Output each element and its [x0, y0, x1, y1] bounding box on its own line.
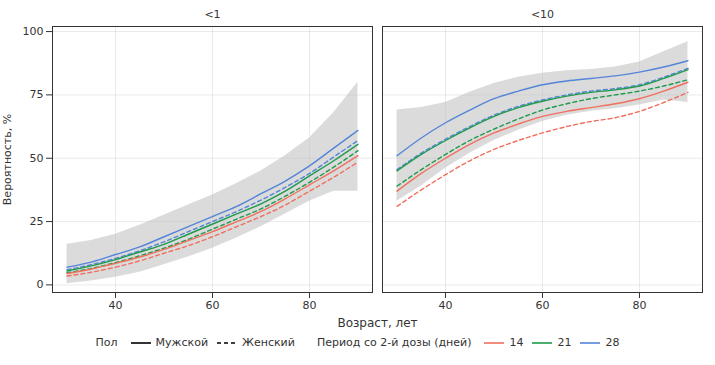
- html-text:21: 21: [557, 336, 572, 349]
- svg-text:Вероятность, %: Вероятность, %: [1, 114, 14, 205]
- html-text:Период со 2-й дозы (дней): Период со 2-й дозы (дней): [316, 336, 472, 349]
- svg-text:80: 80: [632, 299, 646, 312]
- html-text:28: 28: [605, 336, 620, 349]
- svg-text:75: 75: [30, 88, 44, 101]
- svg-text:0: 0: [37, 278, 44, 291]
- svg-text:80: 80: [302, 299, 316, 312]
- svg-text:<1: <1: [204, 8, 220, 21]
- html-text:Возраст, лет: Возраст, лет: [337, 316, 418, 330]
- svg-text:100: 100: [23, 25, 44, 38]
- svg-text:60: 60: [536, 299, 550, 312]
- html-text:Мужской: Мужской: [155, 336, 209, 349]
- svg-text:50: 50: [30, 152, 44, 165]
- svg-text:<10: <10: [531, 8, 554, 21]
- html-text:14: 14: [509, 336, 524, 349]
- svg-text:40: 40: [109, 299, 123, 312]
- svg-text:25: 25: [30, 215, 44, 228]
- svg-text:60: 60: [206, 299, 220, 312]
- html-text:Пол: Пол: [95, 336, 118, 349]
- svg-text:40: 40: [439, 299, 453, 312]
- html-text:Женский: Женский: [242, 336, 295, 349]
